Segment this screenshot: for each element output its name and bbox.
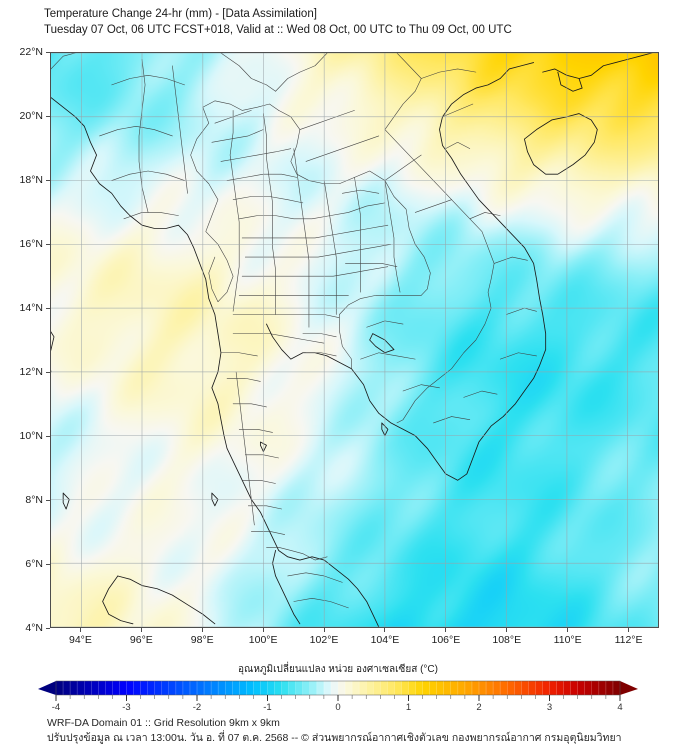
latitude-tick-mark [46, 627, 50, 629]
chart-title-line-1: Temperature Change 24-hr (mm) - [Data As… [44, 8, 317, 20]
longitude-tick-label: 98°E [190, 634, 214, 646]
colorbar-tick-label: -3 [122, 702, 131, 713]
latitude-tick-mark [46, 435, 50, 437]
footer-model-info: WRF-DA Domain 01 :: Grid Resolution 9km … [47, 717, 280, 729]
longitude-tick-label: 102°E [309, 634, 339, 646]
footer-credit: ปรับปรุงข้อมูล ณ เวลา 13:00น. วัน อ. ที่… [47, 732, 622, 744]
longitude-tick-label: 96°E [129, 634, 153, 646]
latitude-tick-label: 8°N [25, 494, 43, 506]
temperature-anomaly-field [51, 53, 658, 627]
longitude-tick-mark [262, 628, 264, 632]
latitude-tick-mark [46, 179, 50, 181]
chart-title-block: Temperature Change 24-hr (mm) - [Data As… [44, 6, 664, 38]
latitude-tick-mark [46, 563, 50, 565]
longitude-tick-mark [384, 628, 386, 632]
longitude-tick-mark [628, 628, 630, 632]
longitude-tick-label: 112°E [614, 634, 643, 646]
coastline-and-border-overlay [51, 53, 653, 627]
longitude-tick-mark [140, 628, 142, 632]
colorbar-tick-label: 0 [335, 702, 341, 713]
longitude-tick-mark [445, 628, 447, 632]
latitude-tick-mark [46, 307, 50, 309]
colorbar-tick-label: 4 [617, 702, 623, 713]
latitude-tick-label: 18°N [19, 174, 43, 186]
longitude-tick-mark [201, 628, 203, 632]
latitude-tick-mark [46, 51, 50, 53]
latitude-tick-label: 4°N [25, 622, 43, 634]
longitude-tick-mark [567, 628, 569, 632]
latitude-tick-label: 6°N [25, 558, 43, 570]
latitude-tick-label: 16°N [19, 238, 43, 250]
colorbar-tick-label: 3 [546, 702, 553, 713]
colorbar-tick-label: 1 [405, 702, 412, 713]
colorbar-tick-label: -4 [51, 702, 61, 713]
colorbar-tick-label: -2 [192, 702, 202, 713]
longitude-tick-label: 108°E [492, 634, 522, 646]
chart-title-line-2: Tuesday 07 Oct, 06 UTC FCST+018, Valid a… [44, 24, 512, 36]
colorbar[interactable] [38, 679, 638, 701]
colorbar-tick-label: 2 [476, 702, 482, 713]
latitude-tick-label: 14°N [19, 302, 43, 314]
longitude-tick-mark [323, 628, 325, 632]
latitude-tick-mark [46, 499, 50, 501]
longitude-tick-label: 94°E [68, 634, 92, 646]
colorbar-title: อุณหภูมิเปลี่ยนแปลง หน่วย องศาเซลเซียส (… [238, 664, 438, 675]
longitude-tick-mark [506, 628, 508, 632]
longitude-tick-label: 104°E [370, 634, 400, 646]
map-plot-area [50, 52, 659, 628]
footer-block: WRF-DA Domain 01 :: Grid Resolution 9km … [47, 716, 667, 746]
latitude-tick-mark [46, 243, 50, 245]
latitude-tick-label: 22°N [19, 46, 43, 58]
latitude-tick-label: 12°N [19, 366, 43, 378]
colorbar-tick-label: -1 [263, 702, 272, 713]
latitude-tick-mark [46, 371, 50, 373]
longitude-tick-label: 110°E [553, 634, 582, 646]
latitude-tick-label: 20°N [19, 110, 43, 122]
longitude-tick-label: 106°E [431, 634, 461, 646]
longitude-tick-mark [79, 628, 81, 632]
latitude-tick-mark [46, 115, 50, 117]
latitude-tick-label: 10°N [19, 430, 43, 442]
longitude-tick-label: 100°E [248, 634, 278, 646]
